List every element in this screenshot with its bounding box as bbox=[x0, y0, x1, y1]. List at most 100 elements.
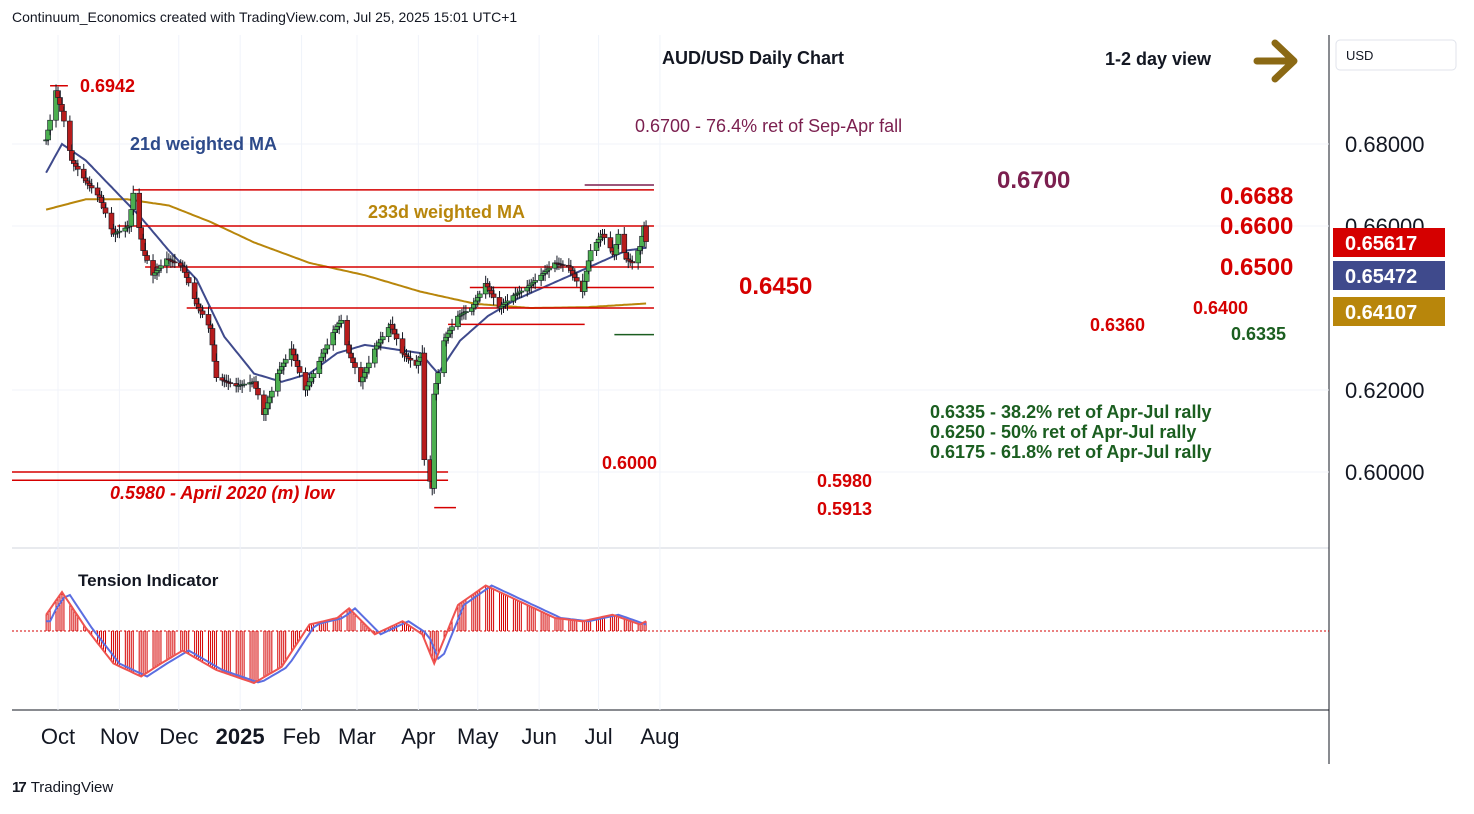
chart-credit: Continuum_Economics created with Trading… bbox=[12, 9, 518, 25]
candle bbox=[546, 261, 552, 279]
right-arrow-icon bbox=[1253, 39, 1298, 83]
level-label-6450: 0.6450 bbox=[739, 273, 812, 300]
candle-body bbox=[407, 358, 414, 361]
candle bbox=[172, 253, 178, 268]
candle bbox=[255, 380, 261, 400]
candle-body bbox=[449, 326, 455, 331]
candle-body bbox=[463, 311, 469, 313]
candle-body bbox=[643, 225, 649, 242]
candle-body bbox=[61, 110, 67, 122]
candle-body bbox=[421, 352, 428, 461]
candle-body bbox=[172, 261, 178, 264]
price-tick-label: 0.68000 bbox=[1345, 132, 1425, 157]
candle-body bbox=[352, 362, 358, 368]
time-tick-label: Jun bbox=[521, 724, 556, 749]
candle bbox=[116, 224, 123, 239]
candle bbox=[269, 386, 275, 403]
level-label-6360: 0.6360 bbox=[1090, 315, 1145, 335]
candle bbox=[296, 359, 303, 378]
candle-body bbox=[431, 393, 438, 489]
candle-body bbox=[366, 362, 372, 369]
candle-body bbox=[310, 373, 317, 379]
candle-body bbox=[532, 280, 538, 283]
candle-body bbox=[324, 344, 331, 350]
candle bbox=[573, 271, 580, 287]
candle bbox=[476, 290, 483, 303]
currency-selector[interactable] bbox=[1335, 39, 1457, 71]
candle-body bbox=[601, 233, 608, 238]
candle-body bbox=[282, 359, 289, 364]
candle bbox=[102, 203, 109, 218]
ma21-label: 21d weighted MA bbox=[130, 134, 277, 154]
candle bbox=[449, 318, 455, 339]
candle bbox=[75, 159, 81, 177]
candles-layer bbox=[43, 84, 649, 496]
time-tick-label: Jul bbox=[584, 724, 612, 749]
price-badge-ma233: 0.64107 bbox=[1333, 297, 1445, 326]
time-tick-label: Dec bbox=[159, 724, 198, 749]
candle bbox=[504, 294, 511, 311]
retracement-76-note: 0.6700 - 76.4% ret of Sep-Apr fall bbox=[635, 116, 902, 136]
fib-382-note: 0.6335 - 38.2% ret of Apr-Jul rally bbox=[930, 402, 1211, 422]
candle bbox=[490, 286, 497, 306]
candle-body bbox=[144, 255, 150, 261]
candle-body bbox=[199, 310, 206, 315]
price-tick-label: 0.62000 bbox=[1345, 378, 1425, 403]
candle-body bbox=[296, 366, 303, 373]
level-label-5980: 0.5980 bbox=[817, 471, 872, 491]
candle bbox=[560, 260, 566, 272]
time-tick-label: Oct bbox=[41, 724, 75, 749]
tradingview-logo-icon: 17 bbox=[12, 779, 27, 796]
time-axis: Oct Nov Dec 2025 Feb Mar Apr May Jun Jul Aug bbox=[41, 724, 680, 749]
tension-indicator-label: Tension Indicator bbox=[78, 571, 219, 590]
candle-body bbox=[435, 372, 441, 384]
candle bbox=[435, 369, 441, 390]
candle-body bbox=[185, 277, 192, 284]
tradingview-brand[interactable]: 17 TradingView bbox=[12, 779, 113, 796]
candle bbox=[88, 178, 95, 194]
candle bbox=[629, 255, 636, 270]
candle bbox=[241, 379, 247, 388]
candle-body bbox=[75, 165, 81, 170]
candle-body bbox=[615, 233, 622, 245]
candle bbox=[158, 259, 164, 274]
candle-body bbox=[269, 390, 275, 398]
indicator-signal-line bbox=[46, 584, 647, 684]
candle bbox=[393, 330, 400, 346]
time-tick-label: Aug bbox=[640, 724, 679, 749]
candle-body bbox=[241, 383, 247, 386]
fib-618-note: 0.6175 - 61.8% ret of Apr-Jul rally bbox=[930, 442, 1211, 462]
candle bbox=[47, 114, 53, 136]
view-label: 1-2 day view bbox=[1105, 49, 1212, 69]
candle bbox=[310, 369, 317, 384]
level-label-6688: 0.6688 bbox=[1220, 183, 1293, 210]
candle-body bbox=[393, 333, 400, 340]
candle-body bbox=[158, 265, 164, 269]
april-2020-low-note: 0.5980 - April 2020 (m) low bbox=[110, 483, 335, 503]
main-pane bbox=[12, 35, 1329, 548]
candle-body bbox=[338, 319, 344, 324]
level-label-6600: 0.6600 bbox=[1220, 213, 1293, 240]
candle bbox=[366, 355, 372, 375]
candle bbox=[282, 354, 289, 367]
level-label-6500: 0.6500 bbox=[1220, 254, 1293, 281]
price-badge-ma233-text: 0.64107 bbox=[1345, 302, 1417, 324]
level-label-5913: 0.5913 bbox=[817, 499, 872, 519]
candle bbox=[338, 314, 344, 329]
time-tick-label: Apr bbox=[401, 724, 435, 749]
level-label-6400: 0.6400 bbox=[1193, 298, 1248, 318]
indicator-line bbox=[45, 584, 647, 685]
price-badge-ma21: 0.65472 bbox=[1333, 261, 1445, 290]
price-tick-label: 0.60000 bbox=[1345, 460, 1425, 485]
time-tick-label: May bbox=[457, 724, 499, 749]
candle-body bbox=[573, 277, 580, 282]
candle-body bbox=[116, 230, 123, 233]
candle-body bbox=[227, 382, 234, 384]
candle-body bbox=[504, 300, 511, 304]
candle-body bbox=[476, 293, 483, 298]
candle bbox=[463, 305, 469, 320]
candle bbox=[407, 350, 414, 368]
fib-50-note: 0.6250 - 50% ret of Apr-Jul rally bbox=[930, 422, 1196, 442]
candle-body bbox=[629, 261, 636, 264]
